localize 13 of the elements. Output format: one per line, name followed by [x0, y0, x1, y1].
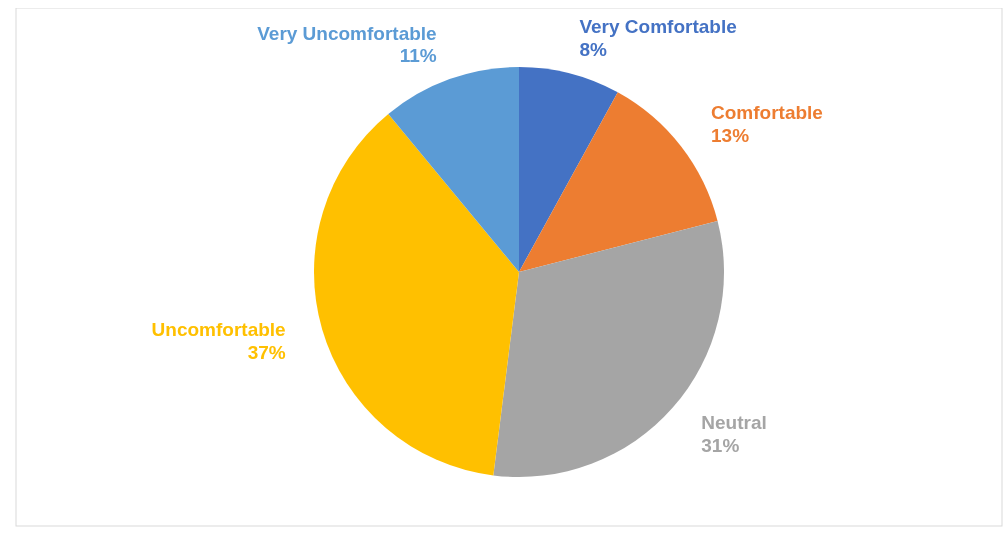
slice-label: Neutral — [701, 411, 767, 433]
pie-slice — [388, 67, 519, 272]
pie-slice — [314, 114, 519, 476]
slice-label: Uncomfortable — [151, 318, 286, 340]
data-label: 37% — [247, 341, 286, 363]
slice-label: Very Comfortable — [579, 15, 737, 37]
slice-label: Comfortable — [711, 102, 823, 124]
pie-slice — [519, 67, 618, 272]
slice-label: Very Uncomfortable — [257, 22, 437, 44]
data-label: 8% — [579, 38, 607, 60]
data-label: 13% — [711, 125, 750, 147]
data-label: 31% — [701, 434, 740, 456]
data-label: 11% — [399, 45, 437, 67]
